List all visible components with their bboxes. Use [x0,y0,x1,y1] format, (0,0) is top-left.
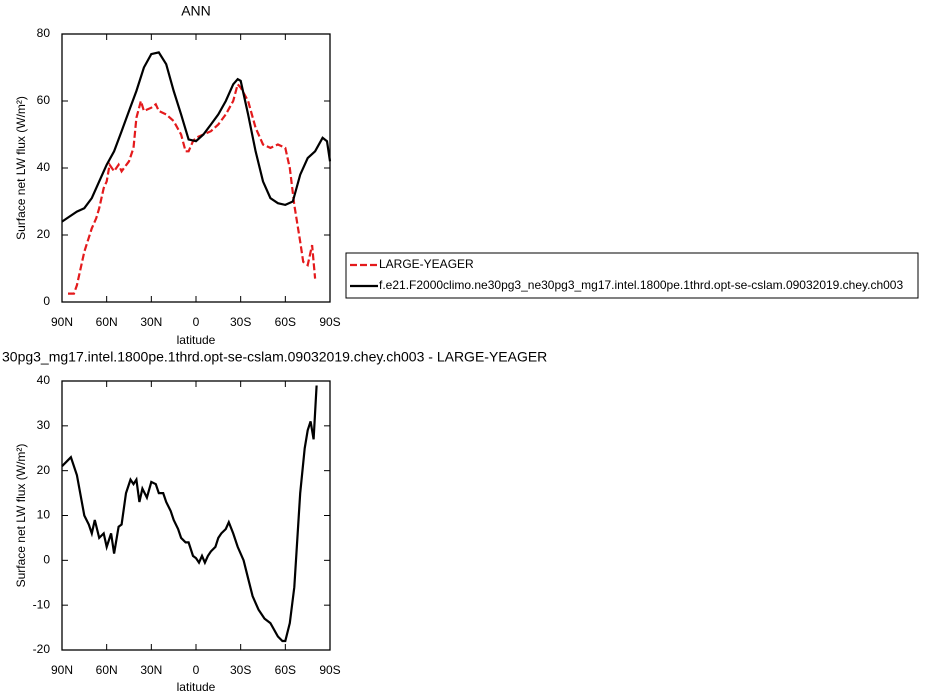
x-tick-label: 60N [96,663,118,677]
legend-label: f.e21.F2000climo.ne30pg3_ne30pg3_mg17.in… [379,278,903,292]
x-axis-label: latitude [177,680,216,694]
y-tick-label: -20 [33,642,51,656]
data-line [61,385,318,643]
y-tick-label: 80 [37,26,51,40]
series-line [61,51,332,223]
x-tick-label: 90N [51,315,73,329]
x-tick-label: 30S [230,315,251,329]
y-tick-label: 0 [43,553,50,567]
legend-box [345,252,919,299]
x-tick-label: 60S [275,315,296,329]
y-axis-label: Surface net LW flux (W/m²) [14,96,28,240]
y-tick-label: 30 [37,418,51,432]
legend-label: LARGE-YEAGER [379,257,474,271]
y-tick-label: 60 [37,93,51,107]
x-tick-label: 0 [193,663,200,677]
chart-title: ANN [181,3,211,19]
x-tick-label: 60N [96,315,118,329]
x-tick-label: 90S [319,663,340,677]
x-tick-label: 30N [140,663,162,677]
x-tick-label: 0 [193,315,200,329]
y-tick-label: 20 [37,463,51,477]
y-tick-label: 0 [43,294,50,308]
plot-frame [61,380,331,651]
x-tick-label: 90S [319,315,340,329]
y-tick-label: 10 [37,508,51,522]
y-tick-label: 40 [37,373,51,387]
chart-title: 30pg3_mg17.intel.1800pe.1thrd.opt-se-csl… [2,349,547,365]
y-tick-label: 40 [37,160,51,174]
x-tick-label: 30N [140,315,162,329]
y-tick-label: 20 [37,227,51,241]
x-axis-label: latitude [177,333,216,347]
series-line [68,82,317,295]
y-axis-label: Surface net LW flux (W/m²) [14,444,28,588]
x-tick-label: 30S [230,663,251,677]
x-tick-label: 90N [51,663,73,677]
y-tick-label: -10 [33,597,51,611]
plot-frame [61,33,331,303]
x-tick-label: 60S [275,663,296,677]
